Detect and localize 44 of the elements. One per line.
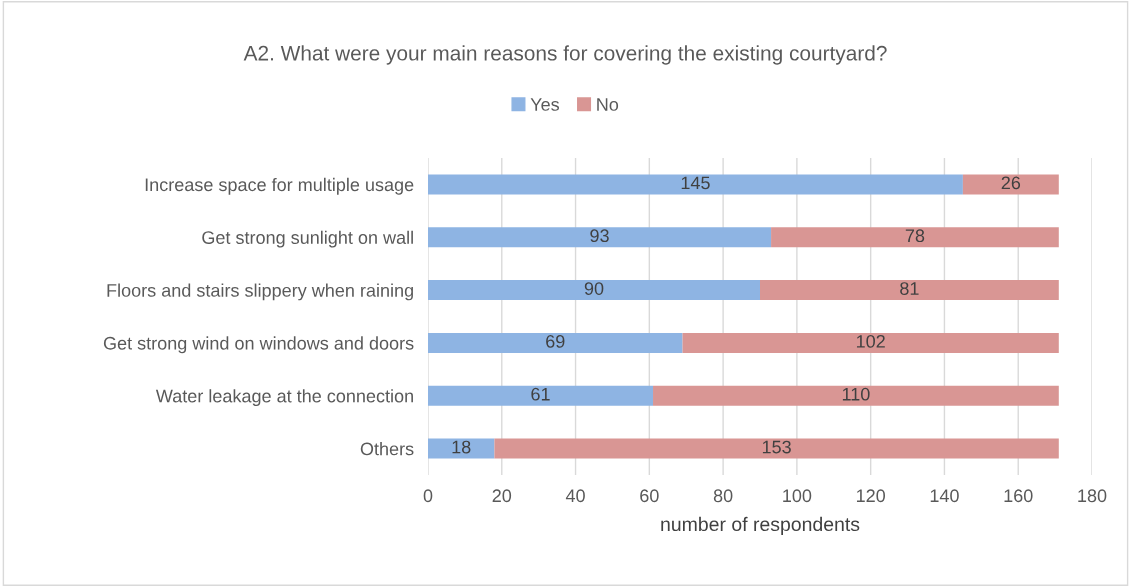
x-tick-label: 160	[1004, 489, 1033, 503]
bar	[494, 438, 1059, 459]
bar	[653, 385, 1059, 406]
x-tick-label: 0	[423, 489, 433, 503]
x-tick-label: 60	[640, 489, 659, 503]
y-tick-label: Get strong sunlight on wall	[202, 230, 413, 248]
bar	[428, 227, 772, 248]
x-tick-label: 140	[930, 489, 959, 503]
y-tick-label: Floors and stairs slippery when raining	[107, 283, 413, 301]
data-label: 69	[546, 334, 565, 348]
data-label: 18	[452, 440, 471, 454]
legend-label: No	[597, 98, 619, 111]
x-axis-title: number of respondents	[661, 516, 860, 535]
x-tick-label: 180	[1078, 489, 1107, 503]
bar	[428, 280, 760, 301]
bar	[760, 280, 1059, 301]
data-label: 145	[681, 176, 710, 190]
data-label: 78	[905, 229, 925, 243]
data-label: 110	[842, 387, 870, 401]
y-tick-label: Water leakage at the connection	[155, 389, 413, 407]
x-tick-label: 20	[492, 489, 512, 503]
y-tick-label: Others	[360, 442, 414, 456]
bar	[428, 332, 683, 353]
data-label: 102	[856, 334, 885, 348]
x-tick-label: 40	[565, 489, 585, 503]
data-label: 61	[531, 387, 550, 401]
bar	[428, 385, 654, 406]
data-label: 90	[584, 282, 604, 295]
data-label: 93	[590, 229, 609, 243]
x-tick-label: 100	[783, 489, 812, 503]
bar	[962, 174, 1059, 195]
bar	[771, 227, 1059, 248]
bar	[428, 438, 495, 459]
bar	[428, 174, 963, 195]
bar	[682, 332, 1059, 353]
legend-label: Yes	[530, 98, 560, 111]
chart-title: A2. What were your main reasons for covering the existing courtyard?	[243, 45, 887, 65]
x-tick-label: 120	[856, 489, 886, 503]
x-tick-label: 80	[713, 489, 733, 503]
data-label: 153	[762, 440, 791, 454]
data-label: 26	[1001, 176, 1021, 190]
data-label: 81	[900, 282, 919, 295]
y-tick-label: Increase space for multiple usage	[145, 177, 414, 195]
y-tick-label: Get strong wind on windows and doors	[103, 336, 414, 354]
